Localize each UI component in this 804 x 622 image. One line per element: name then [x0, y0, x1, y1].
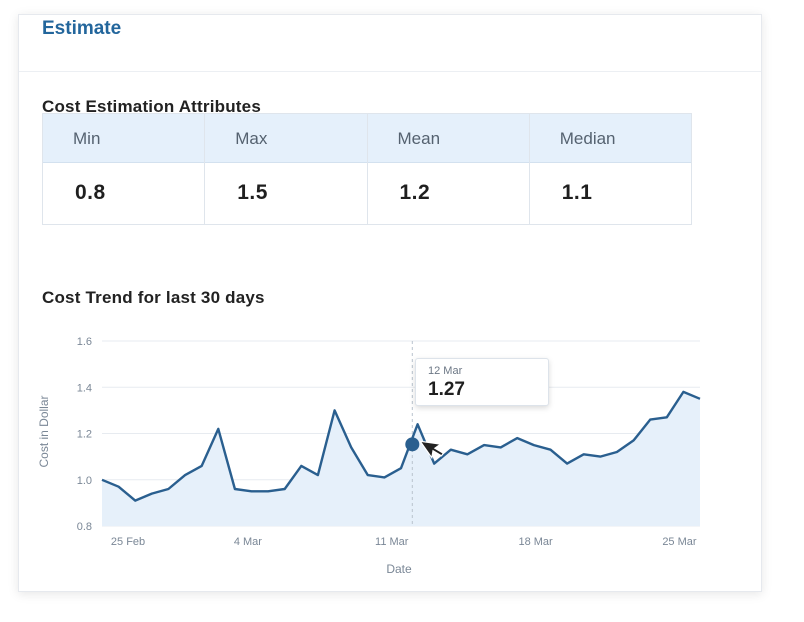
tooltip-date: 12 Mar [428, 365, 463, 377]
stat-label: Mean [367, 114, 529, 163]
stat-label: Max [205, 114, 367, 163]
stat-min: Min 0.8 [43, 114, 206, 224]
card-header [19, 15, 761, 72]
stat-max: Max 1.5 [205, 114, 368, 224]
card-title: Estimate [42, 18, 122, 39]
stat-median: Median 1.1 [529, 114, 691, 224]
attributes-title: Cost Estimation Attributes [42, 97, 261, 116]
stat-label: Median [529, 114, 691, 163]
stat-value: 1.1 [561, 181, 593, 204]
chart-tooltip: 12 Mar 1.27 [415, 358, 549, 406]
stat-mean: Mean 1.2 [367, 114, 530, 224]
stat-value: 1.5 [237, 181, 268, 204]
stat-value: 1.2 [399, 181, 431, 204]
stats-table: Min 0.8 Max 1.5 Mean 1.2 Median 1.1 [42, 113, 692, 225]
highlight-point[interactable] [405, 437, 420, 452]
trend-title: Cost Trend for last 30 days [42, 288, 265, 307]
stat-value: 0.8 [75, 181, 106, 204]
tooltip-value: 1.27 [428, 379, 465, 400]
stat-label: Min [43, 114, 205, 163]
